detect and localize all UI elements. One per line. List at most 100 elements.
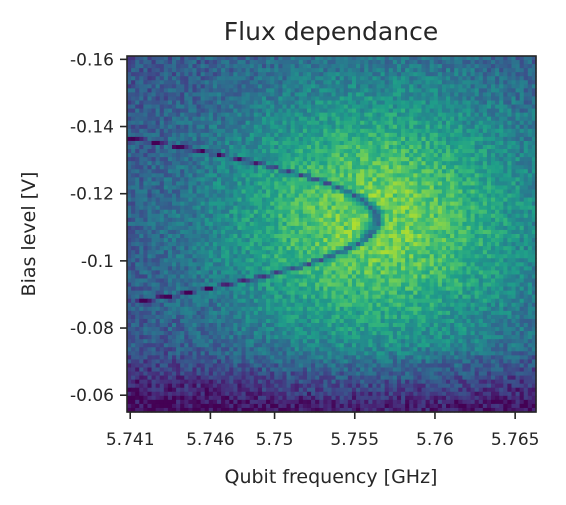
heatmap-cell <box>495 161 500 166</box>
heatmap-cell <box>315 197 320 203</box>
heatmap-cell <box>392 161 398 166</box>
heatmap-cell <box>249 120 255 126</box>
heatmap-cell <box>176 181 181 187</box>
heatmap-cell <box>458 76 463 81</box>
heatmap-cell <box>331 56 337 61</box>
heatmap-cell <box>462 56 468 61</box>
heatmap-cell <box>306 108 312 114</box>
heatmap-cell <box>249 201 255 207</box>
heatmap-cell <box>343 173 349 178</box>
heatmap-cell <box>274 197 279 203</box>
heatmap-cell <box>351 64 357 69</box>
heatmap-cell <box>356 225 361 231</box>
heatmap-cell <box>139 181 144 187</box>
heatmap-cell <box>184 185 189 191</box>
heatmap-cell <box>127 209 132 215</box>
heatmap-cell <box>376 128 382 134</box>
heatmap-cell <box>212 132 218 138</box>
heatmap-cell <box>180 76 185 81</box>
heatmap-cell <box>196 100 202 106</box>
heatmap-cell <box>253 108 259 114</box>
heatmap-cell <box>212 197 218 203</box>
heatmap-cell <box>486 64 492 69</box>
heatmap-cell <box>376 64 382 69</box>
heatmap-cell <box>474 116 480 122</box>
heatmap-cell <box>523 225 529 231</box>
heatmap-cell <box>388 213 394 219</box>
heatmap-cell <box>396 92 402 98</box>
heatmap-cell <box>429 229 435 235</box>
heatmap-cell <box>270 177 275 183</box>
heatmap-cell <box>323 229 329 235</box>
heatmap-cell <box>192 250 198 255</box>
heatmap-cell <box>360 136 365 142</box>
heatmap-cell <box>278 254 284 259</box>
heatmap-cell <box>417 254 423 259</box>
heatmap-cell <box>151 60 157 65</box>
heatmap-cell <box>454 96 459 102</box>
heatmap-cell <box>306 136 312 142</box>
heatmap-cell <box>351 140 357 146</box>
heatmap-cell <box>171 84 177 89</box>
heatmap-cell <box>229 72 234 77</box>
heatmap-cell <box>143 254 149 259</box>
heatmap-cell <box>343 165 349 170</box>
heatmap-cell <box>253 153 259 158</box>
heatmap-cell <box>188 254 194 259</box>
heatmap-cell <box>282 193 288 199</box>
heatmap-cell <box>360 201 365 207</box>
heatmap-cell <box>331 197 337 203</box>
heatmap-cell <box>425 205 431 211</box>
heatmap-cell <box>495 140 500 146</box>
heatmap-cell <box>319 92 324 98</box>
heatmap-cell <box>257 112 263 118</box>
heatmap-cell <box>409 234 414 239</box>
heatmap-cell <box>188 112 194 118</box>
heatmap-cell <box>298 153 304 158</box>
heatmap-cell <box>376 185 382 191</box>
heatmap-cell <box>335 193 341 199</box>
heatmap-cell <box>306 238 312 243</box>
heatmap-cell <box>327 120 333 126</box>
heatmap-cell <box>196 246 202 251</box>
heatmap-cell <box>405 60 410 65</box>
heatmap-cell <box>376 136 382 142</box>
heatmap-cell <box>401 88 406 94</box>
heatmap-cell <box>519 229 525 235</box>
heatmap-cell <box>462 68 468 73</box>
heatmap-cell <box>396 161 402 166</box>
heatmap-cell <box>347 88 353 94</box>
heatmap-cell <box>401 197 406 203</box>
heatmap-cell <box>376 201 382 207</box>
heatmap-cell <box>135 246 140 251</box>
heatmap-cell <box>302 88 308 94</box>
heatmap-cell <box>176 173 181 178</box>
heatmap-cell <box>413 128 418 134</box>
heatmap-cell <box>270 149 275 154</box>
heatmap-cell <box>360 234 365 239</box>
heatmap-cell <box>319 169 324 174</box>
heatmap-cell <box>486 128 492 134</box>
heatmap-cell <box>245 108 251 114</box>
heatmap-cell <box>446 181 451 187</box>
heatmap-cell <box>413 238 418 243</box>
heatmap-cell <box>167 124 173 130</box>
heatmap-cell <box>274 88 279 94</box>
heatmap-cell <box>127 213 132 219</box>
heatmap-cell <box>204 221 210 227</box>
heatmap-cell <box>233 205 239 211</box>
heatmap-cell <box>466 161 472 166</box>
heatmap-cell <box>147 169 153 174</box>
heatmap-cell <box>335 225 341 231</box>
heatmap-cell <box>507 136 513 142</box>
heatmap-cell <box>298 140 304 146</box>
heatmap-cell <box>384 221 390 227</box>
heatmap-cell <box>298 229 304 235</box>
heatmap-cell <box>413 201 418 207</box>
heatmap-cell <box>507 84 513 89</box>
heatmap-cell <box>184 238 189 243</box>
heatmap-cell <box>478 234 484 239</box>
heatmap-cell <box>360 124 365 130</box>
heatmap-cell <box>302 124 308 130</box>
heatmap-cell <box>188 80 194 85</box>
